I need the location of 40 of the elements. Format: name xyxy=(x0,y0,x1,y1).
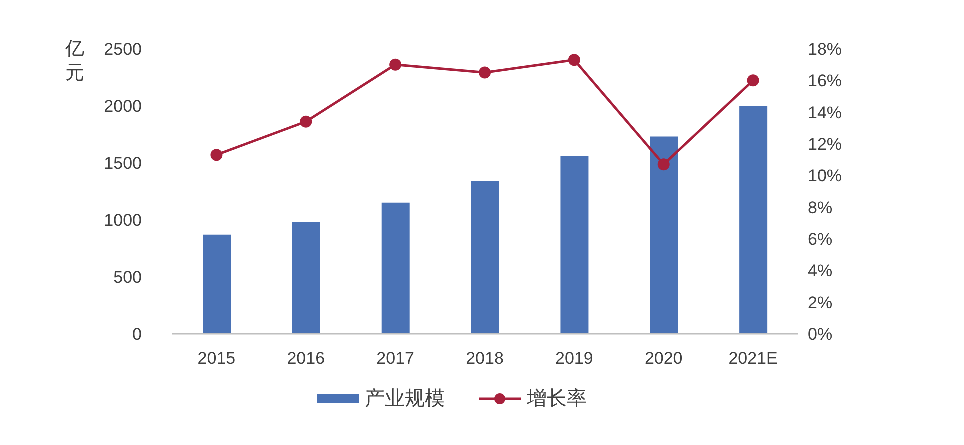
point xyxy=(210,149,223,162)
x-tick-label: 2019 xyxy=(556,349,594,368)
y2-tick-label: 6% xyxy=(808,230,833,250)
y-tick-label: 2500 xyxy=(104,40,142,60)
bar xyxy=(650,136,678,334)
y2-tick-label: 10% xyxy=(808,166,842,186)
bar xyxy=(740,106,768,334)
y-tick-label: 1000 xyxy=(104,211,142,230)
x-tick-label: 2016 xyxy=(287,349,326,368)
y-tick-label: 0 xyxy=(132,325,142,344)
x-tick-label: 2015 xyxy=(198,349,236,368)
y2-tick-label: 18% xyxy=(808,40,842,60)
x-tick-label: 2017 xyxy=(376,349,414,368)
point xyxy=(658,158,670,171)
point xyxy=(300,116,312,128)
legend-label: 产业规模 xyxy=(365,387,445,412)
y-tick-label: 500 xyxy=(114,268,142,288)
point xyxy=(390,58,402,71)
bar xyxy=(203,234,231,334)
y-tick-label: 1500 xyxy=(104,154,142,174)
y-axis-title: 亿元 xyxy=(64,39,84,84)
y2-tick-label: 4% xyxy=(808,262,833,281)
bar xyxy=(471,181,500,334)
bar xyxy=(382,202,410,334)
x-tick-label: 2021E xyxy=(728,349,778,368)
y2-tick-label: 0% xyxy=(808,325,833,344)
bar xyxy=(560,156,589,334)
x-tick-label: 2018 xyxy=(466,349,504,368)
point xyxy=(747,74,760,87)
y2-tick-label: 14% xyxy=(808,103,842,122)
point xyxy=(568,54,580,66)
bar xyxy=(292,222,320,334)
legend-label: 增长率 xyxy=(527,387,587,412)
y-tick-label: 2000 xyxy=(104,97,142,116)
y2-tick-label: 8% xyxy=(808,198,833,218)
x-tick-label: 2020 xyxy=(644,349,683,368)
point xyxy=(479,66,491,79)
y2-tick-label: 2% xyxy=(808,293,833,312)
y2-tick-label: 12% xyxy=(808,135,842,154)
y2-tick-label: 16% xyxy=(808,72,842,91)
